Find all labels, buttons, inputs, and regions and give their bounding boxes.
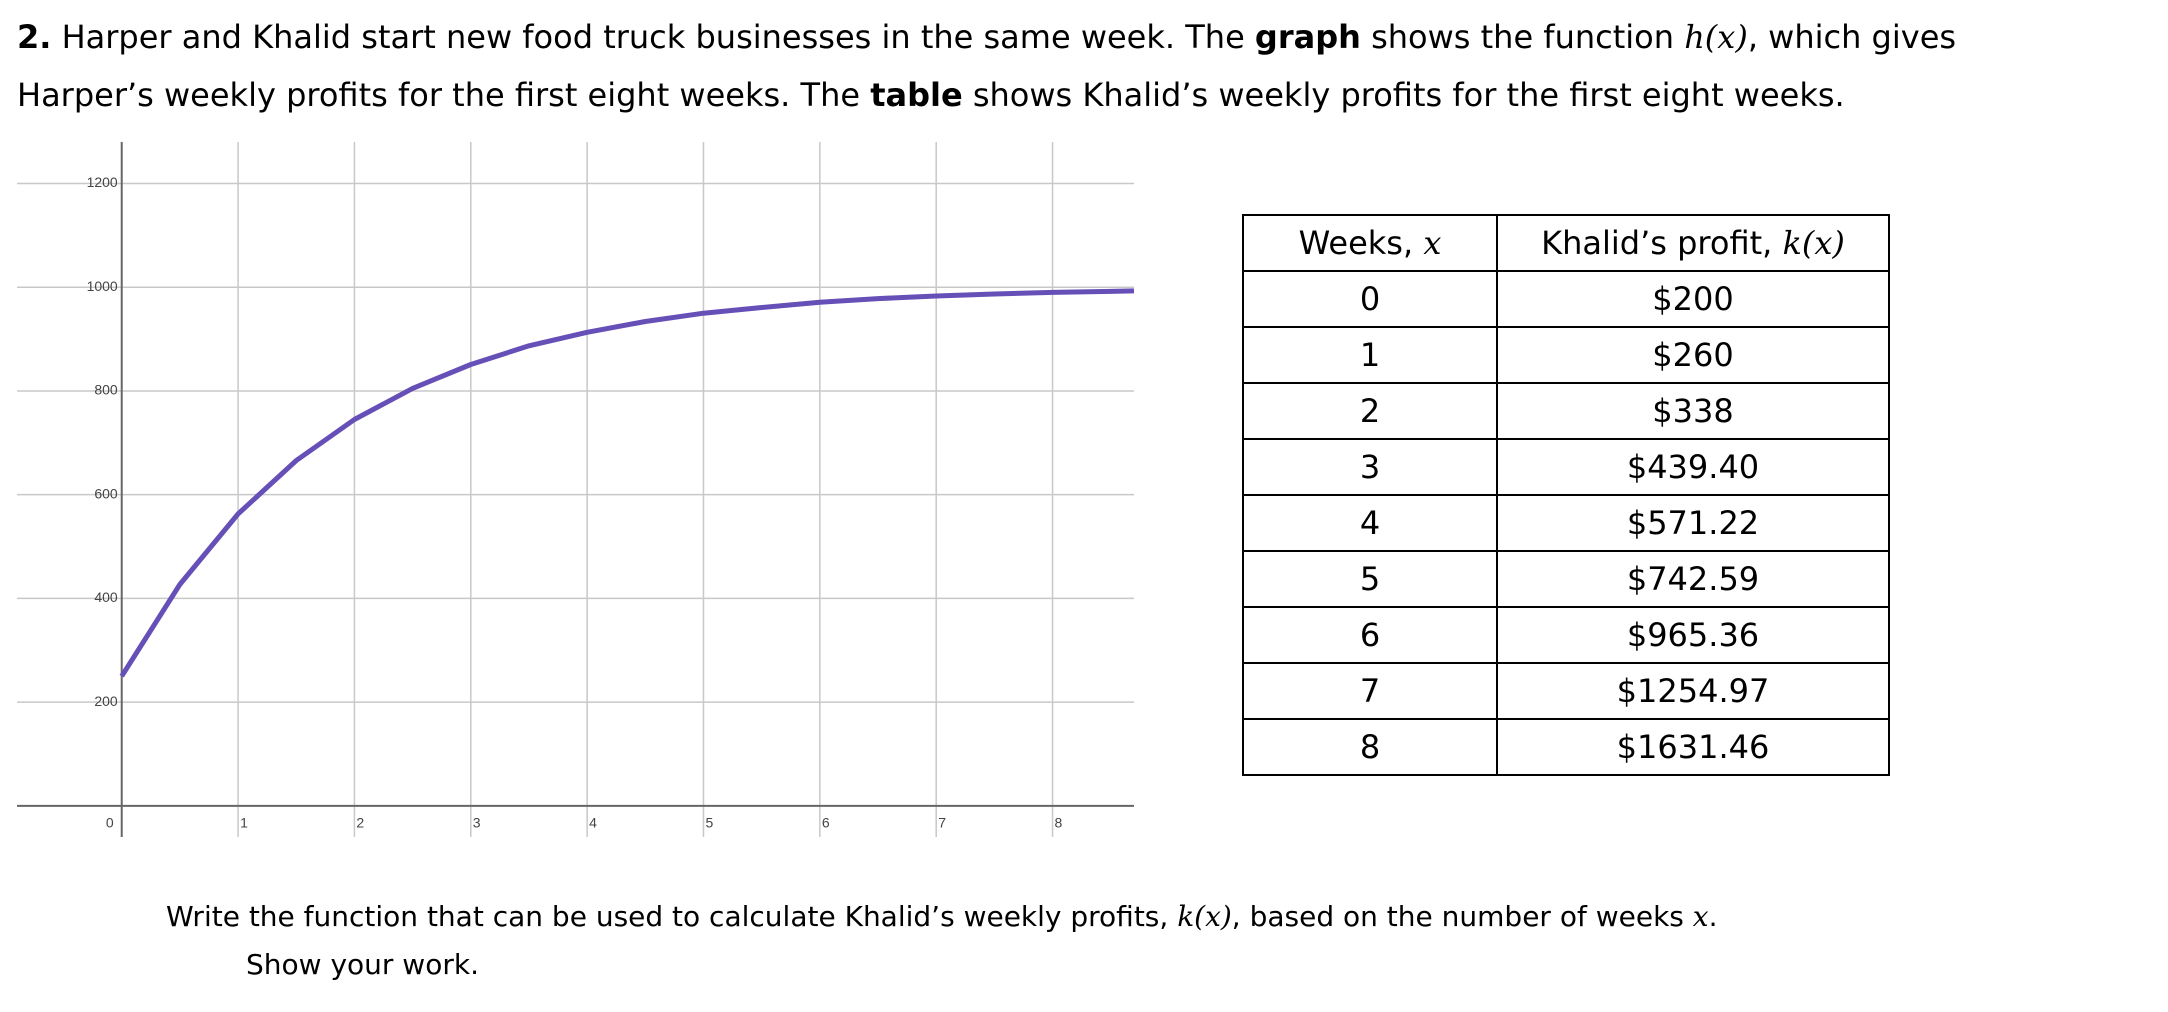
table-cell: $571.22 [1496, 494, 1890, 552]
y-tick-label: 1000 [87, 278, 118, 294]
table-cell: $439.40 [1496, 438, 1890, 496]
question-number: 2. [17, 18, 52, 56]
table-cell: $260 [1496, 326, 1890, 384]
math: k(x) [1177, 900, 1232, 933]
x-tick-label: 5 [705, 815, 713, 831]
y-tick-label: 600 [94, 485, 118, 501]
question: 2. Harper and Khalid start new food truc… [17, 8, 1956, 124]
x-tick-label: 2 [356, 815, 364, 831]
x-tick-label: 6 [822, 815, 830, 831]
math: x [1692, 900, 1709, 933]
x-tick-label: 0 [106, 815, 114, 831]
table-cell: $200 [1496, 270, 1890, 328]
table-cell: 4 [1242, 494, 1498, 552]
table-row: 7 $1254.97 [1242, 662, 1890, 720]
table-row: 5 $742.59 [1242, 550, 1890, 608]
instruction: Show your work. [246, 948, 479, 981]
table-row: 2 $338 [1242, 382, 1890, 440]
table-cell: 8 [1242, 718, 1498, 776]
y-tick-label: 200 [94, 693, 118, 709]
table-cell: 6 [1242, 606, 1498, 664]
y-tick-label: 1200 [87, 174, 118, 190]
prompt-text: Write the function that can be used to c… [166, 900, 1178, 933]
math: x [1423, 224, 1442, 262]
x-tick-label: 8 [1055, 815, 1063, 831]
y-tick-label: 400 [94, 589, 118, 605]
x-tick-label: 4 [589, 815, 597, 831]
table-cell: 0 [1242, 270, 1498, 328]
math: h(x) [1684, 18, 1748, 56]
table-row: 3 $439.40 [1242, 438, 1890, 496]
question-text: shows the function [1360, 18, 1685, 56]
x-tick-label: 7 [938, 815, 946, 831]
table-row: 1 $260 [1242, 326, 1890, 384]
table-cell: $1254.97 [1496, 662, 1890, 720]
x-tick-label: 3 [473, 815, 481, 831]
x-tick-label: 1 [240, 815, 248, 831]
table-cell: 5 [1242, 550, 1498, 608]
header-cell: Weeks, x [1242, 214, 1498, 272]
profit-table: Weeks, x Khalid’s profit, k(x) 0 $200 1 $26… [1242, 214, 1890, 776]
question-text: Harper’s weekly profits for the first ei… [17, 76, 871, 114]
table-row: 6 $965.36 [1242, 606, 1890, 664]
table-cell: 1 [1242, 326, 1498, 384]
table-cell: 3 [1242, 438, 1498, 496]
table-cell: 2 [1242, 382, 1498, 440]
table-cell: $338 [1496, 382, 1890, 440]
curve [119, 288, 1135, 678]
prompt: Write the function that can be used to c… [166, 900, 1717, 933]
question-text: Harper and Khalid start new food truck b… [61, 18, 1255, 56]
question-bold: graph [1254, 18, 1361, 56]
table-row: 8 $1631.46 [1242, 718, 1890, 776]
table-cell: 7 [1242, 662, 1498, 720]
table-row: 4 $571.22 [1242, 494, 1890, 552]
header-text: Weeks, [1298, 224, 1424, 262]
table-cell: $742.59 [1496, 550, 1890, 608]
question-text: , which gives [1747, 18, 1957, 56]
table-row: 0 $200 [1242, 270, 1890, 328]
header-cell: Khalid’s profit, k(x) [1496, 214, 1890, 272]
graph: 0 1 2 3 4 5 6 7 8 200 400 600 800 1000 1200 [17, 142, 1135, 837]
question-bold: table [870, 76, 963, 114]
header-text: Khalid’s profit, [1541, 224, 1783, 262]
math: k(x) [1782, 224, 1845, 262]
table-cell: $1631.46 [1496, 718, 1890, 776]
prompt-text: . [1708, 900, 1718, 933]
y-tick-label: 800 [94, 382, 118, 398]
table-cell: $965.36 [1496, 606, 1890, 664]
question-text: shows Khalid’s weekly profits for the fi… [962, 76, 1845, 114]
prompt-text: , based on the number of weeks [1231, 900, 1693, 933]
